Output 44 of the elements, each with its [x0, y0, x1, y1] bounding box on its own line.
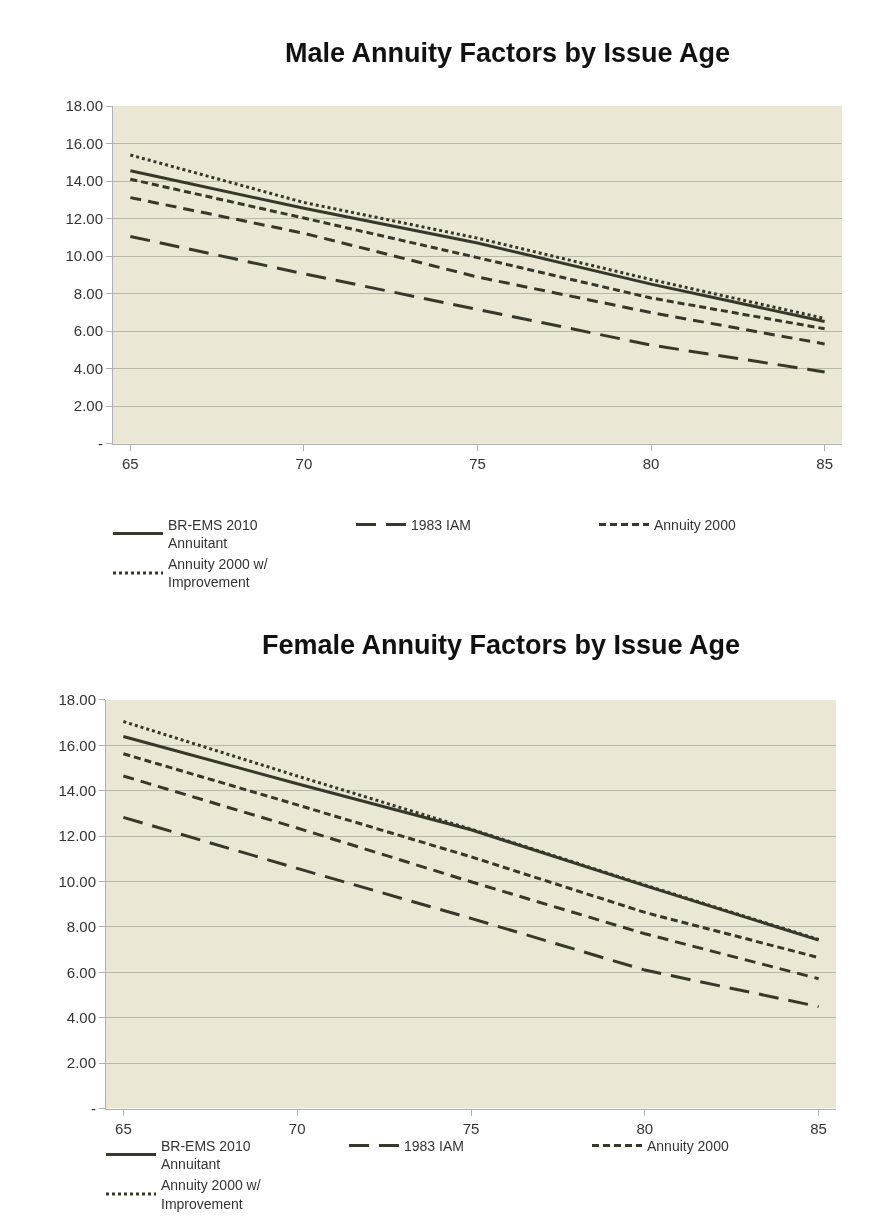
y-tick-label: 16.00 — [58, 736, 96, 754]
line-series — [128, 196, 827, 346]
x-tick-label: 75 — [462, 1119, 480, 1137]
y-tick-label: 14.00 — [65, 172, 103, 190]
x-tick-label: 70 — [288, 1119, 306, 1137]
x-tick-label: 80 — [636, 1119, 654, 1137]
y-tick-label: 14.00 — [58, 782, 96, 800]
y-tick-label: 18.00 — [58, 691, 96, 709]
legend-label: Annuity 2000 — [654, 516, 736, 533]
chart-title: Male Annuity Factors by Issue Age — [285, 38, 731, 68]
line-series — [121, 815, 821, 1009]
y-tick-label: 12.00 — [58, 827, 96, 845]
y-tick-label: 4.00 — [73, 359, 103, 377]
legend-label: Annuity 2000 — [647, 1137, 729, 1154]
line-series — [128, 234, 827, 374]
y-tick-label: 8.00 — [73, 284, 103, 302]
x-tick-label: 80 — [642, 454, 660, 472]
x-tick-label: 85 — [816, 454, 833, 472]
y-tick-label: 6.00 — [66, 963, 96, 981]
y-tick-label: 2.00 — [66, 1054, 96, 1072]
x-tick-label: 65 — [115, 1119, 132, 1137]
y-tick-label: - — [98, 435, 103, 453]
y-tick-label: 2.00 — [73, 397, 103, 415]
x-tick-label: 70 — [295, 454, 313, 472]
legend-label: BR-EMS 2010 Annuitant — [168, 516, 258, 552]
legend-label: 1983 IAM — [411, 516, 471, 533]
legend-label: Annuity 2000 w/ Improvement — [161, 1177, 261, 1212]
y-tick-label: 4.00 — [66, 1008, 96, 1026]
x-tick-label: 65 — [122, 454, 139, 472]
y-tick-label: - — [91, 1099, 96, 1117]
y-tick-label: 12.00 — [65, 209, 103, 227]
chart-title: Female Annuity Factors by Issue Age — [262, 630, 741, 660]
legend-label: BR-EMS 2010 Annuitant — [161, 1137, 251, 1173]
y-tick-label: 10.00 — [58, 872, 96, 890]
line-series — [121, 774, 821, 981]
legend-label: 1983 IAM — [404, 1137, 464, 1154]
legend-label: Annuity 2000 w/ Improvement — [168, 556, 268, 591]
y-tick-label: 16.00 — [65, 134, 103, 152]
x-tick-label: 75 — [469, 454, 486, 472]
y-tick-label: 8.00 — [66, 918, 96, 936]
x-tick-label: 85 — [810, 1119, 827, 1137]
y-tick-label: 10.00 — [65, 247, 103, 265]
y-tick-label: 18.00 — [65, 97, 103, 115]
y-tick-label: 6.00 — [73, 322, 103, 340]
